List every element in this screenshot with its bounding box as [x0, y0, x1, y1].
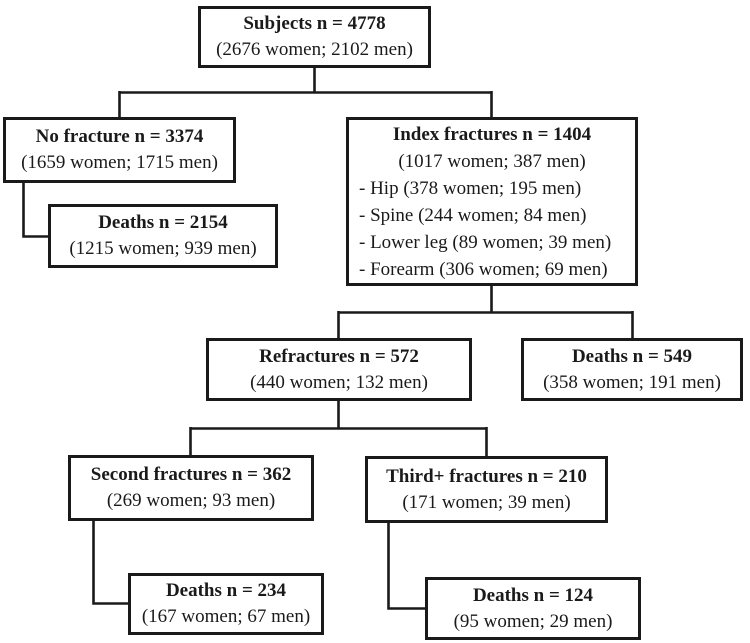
box-third-fractures: Third+ fractures n = 210 (171 women; 39 … [365, 456, 608, 523]
box-deaths-index: Deaths n = 549 (358 women; 191 men) [521, 338, 743, 401]
box-deaths-second: Deaths n = 234 (167 women; 67 men) [128, 573, 324, 635]
box-deaths-no-fracture-subtitle: (1215 women; 939 men) [69, 238, 257, 259]
box-subjects: Subjects n = 4778 (2676 women; 2102 men) [198, 6, 431, 68]
box-refractures-title: Refractures n = 572 [259, 345, 419, 367]
connector-index-split [337, 286, 634, 338]
box-second-fractures-subtitle: (269 women; 93 men) [106, 490, 276, 511]
box-deaths-third: Deaths n = 124 (95 women; 29 men) [425, 577, 641, 640]
box-no-fracture-subtitle: (1659 women; 1715 men) [21, 152, 218, 173]
connector-refractures-split [189, 401, 488, 456]
index-fracture-item-forearm: - Forearm (306 women; 69 men) [359, 258, 608, 280]
box-deaths-second-subtitle: (167 women; 67 men) [141, 606, 311, 627]
box-second-fractures: Second fractures n = 362 (269 women; 93 … [68, 455, 314, 521]
index-fracture-item-spine: - Spine (244 women; 84 men) [359, 204, 587, 226]
box-third-fractures-subtitle: (171 women; 39 men) [402, 491, 571, 513]
box-subjects-subtitle: (2676 women; 2102 men) [216, 39, 413, 60]
box-index-fractures-subtitle: (1017 women; 387 men) [398, 150, 586, 172]
connector-subjects-split [118, 68, 493, 117]
box-deaths-second-title: Deaths n = 234 [165, 580, 287, 601]
box-index-fractures-title: Index fractures n = 1404 [392, 123, 592, 145]
box-deaths-third-subtitle: (95 women; 29 men) [453, 610, 613, 632]
box-deaths-no-fracture-title: Deaths n = 2154 [98, 212, 228, 233]
box-no-fracture-title: No fracture n = 3374 [35, 126, 204, 147]
box-deaths-index-subtitle: (358 women; 191 men) [543, 371, 721, 393]
box-refractures: Refractures n = 572 (440 women; 132 men) [206, 338, 472, 401]
box-second-fractures-title: Second fractures n = 362 [90, 464, 292, 485]
box-index-fractures: Index fractures n = 1404 (1017 women; 38… [346, 117, 638, 286]
box-refractures-subtitle: (440 women; 132 men) [250, 371, 428, 393]
box-subjects-title: Subjects n = 4778 [243, 13, 386, 34]
box-deaths-no-fracture: Deaths n = 2154 (1215 women; 939 men) [48, 204, 278, 268]
connector-no-fracture-deaths [22, 183, 48, 238]
index-fracture-item-lower-leg: - Lower leg (89 women; 39 men) [359, 231, 612, 253]
connector-second-deaths [92, 521, 128, 605]
index-fracture-item-hip: - Hip (378 women; 195 men) [359, 177, 582, 199]
box-third-fractures-title: Third+ fractures n = 210 [386, 465, 587, 487]
box-deaths-index-title: Deaths n = 549 [571, 345, 693, 367]
box-deaths-third-title: Deaths n = 124 [472, 584, 594, 606]
box-no-fracture: No fracture n = 3374 (1659 women; 1715 m… [3, 117, 236, 183]
connector-third-deaths [387, 523, 425, 610]
